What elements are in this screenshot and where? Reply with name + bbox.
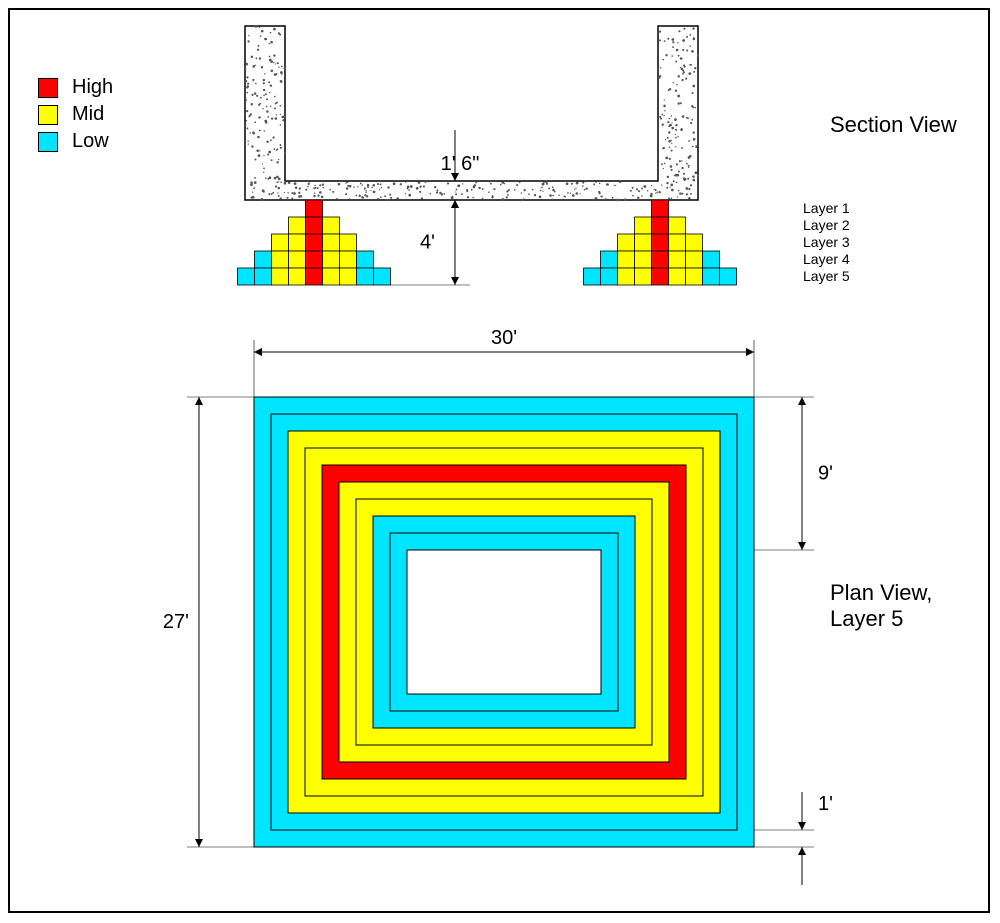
svg-text:4': 4' [420,232,435,254]
soil-pyramid [584,200,737,285]
svg-text:9': 9' [818,463,833,485]
plan-view [254,397,754,847]
svg-text:27': 27' [163,611,189,633]
svg-text:1': 1' [818,793,833,815]
soil-pyramid [238,200,391,285]
svg-text:30': 30' [491,327,517,349]
svg-text:1' 6": 1' 6" [441,153,480,175]
diagram-svg: 1' 6" 4' 30' 27' 9' 1' [0,0,1000,923]
